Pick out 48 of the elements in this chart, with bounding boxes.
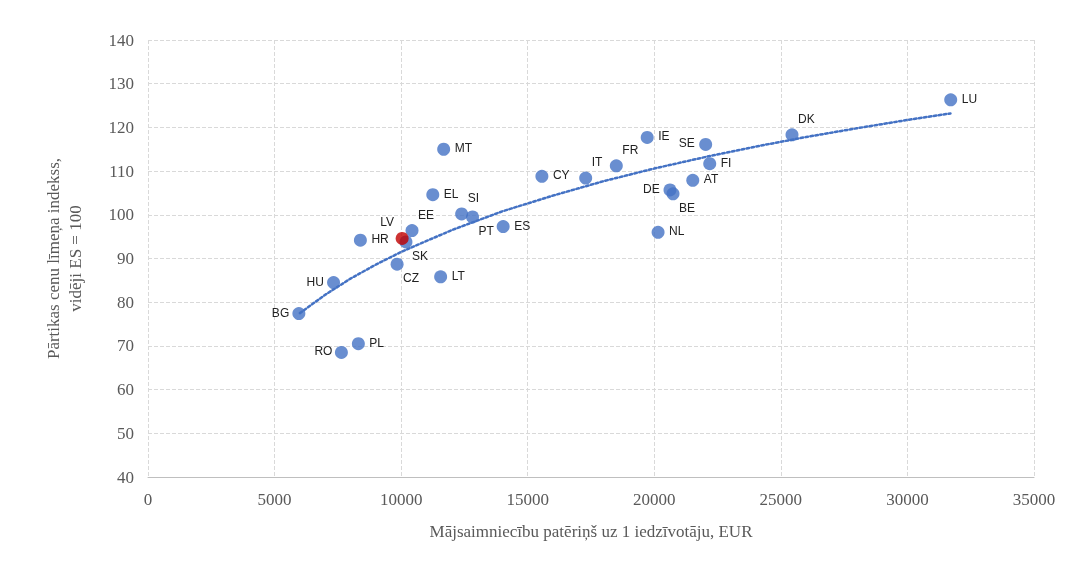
y-tick-label: 120 [108, 117, 134, 137]
annotation: IT [591, 155, 604, 170]
x-tick-label: 10000 [379, 490, 423, 509]
y-tick-label: 60 [117, 380, 134, 400]
y-tick-label: 130 [108, 74, 134, 94]
annotation: BE [679, 200, 696, 215]
x-tick-label: 15000 [506, 490, 549, 509]
annotation: DE [642, 181, 660, 196]
y-axis-title: Pārtikas cenu līmeņa indekss, vidēji ES = 100 [43, 157, 85, 360]
x-tick-label: 30000 [886, 490, 929, 509]
annotation: LU [961, 91, 978, 106]
annotation: IE [658, 129, 670, 144]
annotation: FI [720, 155, 732, 170]
annotation: LV [380, 215, 394, 230]
x-tick-label: 25000 [759, 490, 803, 509]
annotation: SI [467, 190, 479, 205]
annotation: MT [454, 141, 473, 156]
y-tick-label: 110 [109, 161, 134, 181]
annotation: CZ [403, 271, 420, 286]
annotation: ES [514, 218, 531, 233]
y-tick-label: 140 [108, 30, 134, 50]
annotation: LT [451, 268, 466, 283]
x-tick-label: 5000 [257, 490, 292, 509]
annotation: RO [314, 344, 333, 359]
annotation: HR [371, 232, 390, 247]
annotation: PT [478, 223, 495, 238]
annotation: PL [369, 335, 385, 350]
x-tick-label: 0 [143, 490, 153, 509]
x-tick-label: 35000 [1012, 490, 1056, 509]
annotation: NL [669, 224, 685, 239]
annotation: FR [622, 142, 639, 157]
x-axis-title: Mājsaimniecību patēriņš uz 1 iedzīvotāju, EUR [429, 522, 754, 541]
annotation: SE [678, 136, 695, 151]
annotation: BG [271, 305, 290, 320]
annotation: SK [411, 248, 428, 263]
y-tick-label: 40 [117, 467, 134, 487]
annotation: HU [306, 274, 324, 289]
annotation: EL [443, 186, 459, 201]
y-tick-label: 80 [117, 292, 134, 312]
annotation: DK [798, 111, 815, 126]
annotation: EE [418, 207, 435, 222]
x-tick-label: 20000 [633, 490, 676, 509]
y-tick-label: 50 [117, 423, 134, 443]
y-tick-label: 70 [117, 336, 134, 356]
y-tick-label: 90 [117, 249, 134, 268]
annotation: CY [552, 168, 570, 183]
annotation: AT [703, 172, 719, 187]
y-tick-label: 100 [108, 205, 134, 225]
